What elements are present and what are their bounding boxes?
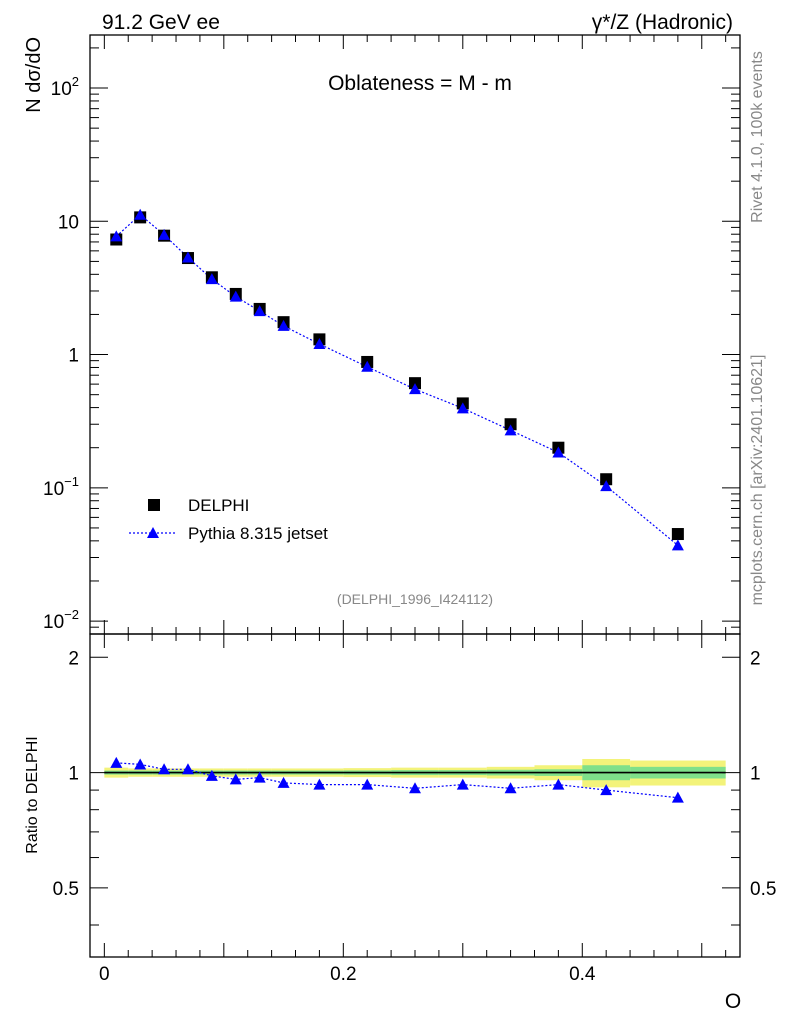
mc-point	[229, 290, 242, 302]
rivet-version-text: Rivet 4.1.0, 100k events	[749, 51, 766, 223]
ratio-mc-point	[110, 756, 123, 768]
ratio-mc-point	[600, 784, 613, 796]
mc-point	[253, 305, 266, 317]
y-tick-label: 10−2	[43, 607, 79, 633]
header-left: 91.2 GeV ee	[102, 11, 220, 34]
ratio-mc-point	[671, 791, 684, 803]
ratio-axes: 0 0.2 0.4 0.5 0.5 1 1 2 2	[53, 634, 776, 985]
ratio-panel: 0 0.2 0.4 0.5 0.5 1 1 2 2 Ratio to DELPHI O	[24, 633, 776, 1013]
main-plot-marks	[110, 208, 684, 551]
legend-marker-delphi	[148, 499, 160, 511]
ratio-y-tick-label-right: 2	[750, 648, 761, 669]
mc-point	[313, 338, 326, 350]
ratio-mc-point	[229, 773, 242, 785]
mc-point	[671, 539, 684, 551]
x-tick-label: 0	[99, 964, 110, 985]
ratio-y-tick-label-right: 0.5	[750, 879, 776, 900]
ratio-mc-point	[456, 778, 469, 790]
mc-point	[158, 228, 171, 240]
chart-title: Oblateness = M - m	[328, 72, 512, 95]
y-tick-label: 10−1	[43, 474, 79, 500]
ratio-mc-point	[552, 778, 565, 790]
ratio-mc-line	[116, 762, 678, 799]
ratio-mc-point	[158, 763, 171, 775]
ratio-y-tick-label: 2	[68, 648, 79, 669]
header-right: γ*/Z (Hadronic)	[592, 11, 733, 34]
ratio-mc-point	[277, 776, 290, 788]
ratio-mc-point	[361, 778, 374, 790]
y-tick-label: 102	[51, 74, 79, 100]
mc-point	[456, 402, 469, 414]
mc-point	[409, 383, 421, 395]
ratio-mc-point	[409, 782, 421, 794]
main-axes: 102 10 1 10−1 10−2	[43, 35, 740, 635]
x-tick-label: 0.2	[330, 964, 356, 985]
ratio-mc-point	[181, 763, 194, 775]
data-point	[600, 473, 613, 486]
ratio-y-tick-label: 1	[68, 764, 79, 785]
mc-point	[600, 480, 613, 492]
mcplots-credit-text: mcplots.cern.ch [arXiv:2401.10621]	[749, 355, 766, 606]
main-panel: 102 10 1 10−1 10−2 Oblateness = M - m (DELPH…	[23, 34, 741, 635]
ratio-plot-frame	[89, 633, 741, 958]
mc-point	[134, 208, 147, 220]
ratio-mc-point	[313, 778, 326, 790]
mc-point	[504, 424, 517, 436]
mc-point	[277, 319, 290, 331]
ratio-y-tick-label: 0.5	[53, 879, 79, 900]
mc-point	[361, 360, 374, 372]
legend-marker-pythia	[147, 527, 159, 538]
mc-point	[110, 230, 123, 242]
y-tick-label: 1	[68, 346, 79, 367]
ratio-plot-marks	[104, 756, 726, 803]
mc-point	[181, 251, 194, 263]
legend: DELPHI Pythia 8.315 jetset	[129, 496, 328, 543]
legend-label-delphi: DELPHI	[188, 496, 249, 515]
ratio-y-axis-label: Ratio to DELPHI	[24, 736, 41, 853]
data-point	[671, 528, 684, 541]
y-tick-label: 10	[58, 212, 79, 233]
y-axis-label: N dσ/dO	[23, 37, 45, 113]
mc-series-line	[115, 213, 679, 546]
main-plot-frame	[89, 34, 741, 635]
x-axis-label: O	[725, 990, 741, 1013]
ratio-mc-point	[504, 782, 517, 794]
analysis-tag: (DELPHI_1996_I424112)	[337, 591, 493, 607]
x-tick-label: 0.4	[569, 964, 596, 985]
mc-point	[205, 273, 218, 285]
ratio-y-tick-label-right: 1	[750, 764, 761, 785]
mc-point	[552, 446, 565, 458]
ratio-mc-point	[253, 771, 266, 783]
legend-label-pythia: Pythia 8.315 jetset	[188, 524, 328, 543]
ratio-mc-point	[205, 769, 218, 781]
ratio-mc-point	[134, 758, 147, 770]
data-point	[504, 418, 517, 431]
